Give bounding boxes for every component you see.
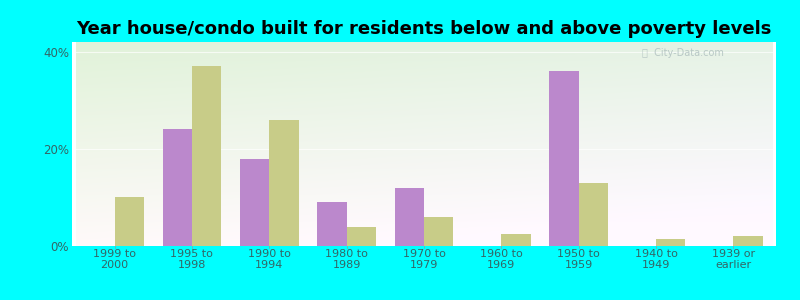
Bar	[270, 120, 298, 246]
Bar	[550, 71, 578, 246]
Bar	[114, 197, 144, 246]
Bar	[578, 183, 608, 246]
Bar	[424, 217, 454, 246]
Bar	[734, 236, 763, 246]
Bar	[502, 234, 530, 246]
Bar	[394, 188, 424, 246]
Bar	[192, 66, 222, 246]
Bar	[656, 239, 686, 246]
Bar	[240, 159, 270, 246]
Bar	[162, 129, 192, 246]
Bar	[346, 226, 376, 246]
Text: ⓘ  City-Data.com: ⓘ City-Data.com	[642, 48, 724, 58]
Bar	[318, 202, 346, 246]
Title: Year house/condo built for residents below and above poverty levels: Year house/condo built for residents bel…	[76, 20, 772, 38]
